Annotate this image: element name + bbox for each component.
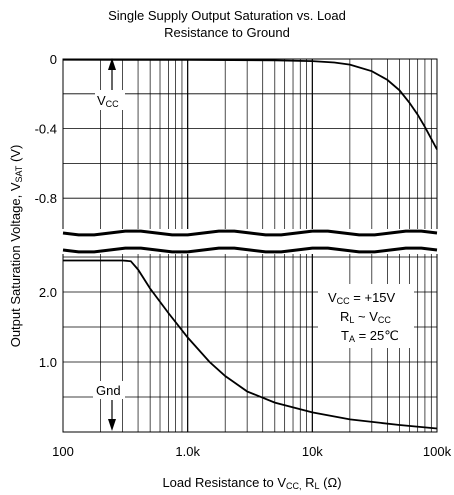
conditions-legend: VCC = +15V RL ~ VCC TA = 25℃ <box>318 284 414 348</box>
vcc-label-bg <box>95 90 125 110</box>
axis-break-line-upper <box>62 229 438 237</box>
y-tick-labels: 0 -0.4 -0.8 2.0 1.0 <box>35 52 57 370</box>
y-tick-label: 2.0 <box>39 285 57 300</box>
gnd-label-bg <box>93 381 125 399</box>
gnd-reference-annotation: Gnd <box>93 381 125 431</box>
plot-frame-upper <box>62 58 438 234</box>
grid <box>62 59 438 432</box>
x-tick-label: 100 <box>52 444 74 459</box>
y-tick-label: -0.8 <box>35 191 57 206</box>
vcc-arrow-head <box>108 58 116 70</box>
y-tick-label: 0 <box>50 52 57 67</box>
gnd-arrow-head <box>108 419 116 431</box>
y-axis-title: Output Saturation Voltage, VSAT (V) <box>8 145 24 348</box>
y-tick-label: 1.0 <box>39 355 57 370</box>
chart-subtitle: Resistance to Ground <box>164 25 290 40</box>
x-tick-label: 1.0k <box>175 444 200 459</box>
axis-break-band <box>61 229 439 254</box>
series-line-gnd <box>63 259 438 430</box>
x-tick-label: 100k <box>423 444 452 459</box>
legend-rl-line: RL ~ VCC <box>340 309 391 325</box>
legend-vcc-line: VCC = +15V <box>328 290 396 306</box>
series-line-vcc <box>62 58 438 150</box>
conditions-legend-bg <box>318 284 414 348</box>
chart-title: Single Supply Output Saturation vs. Load <box>108 8 346 23</box>
gnd-label: Gnd <box>96 383 121 398</box>
x-tick-label: 10k <box>302 444 323 459</box>
series-lines <box>62 58 438 430</box>
y-tick-label: -0.4 <box>35 122 57 137</box>
x-tick-labels: 100 1.0k 10k 100k <box>52 444 451 459</box>
axis-break-line-lower <box>62 246 438 254</box>
legend-ta-line: TA = 25℃ <box>341 328 399 344</box>
vcc-reference-annotation: VCC <box>95 58 125 110</box>
vcc-label: VCC <box>97 93 119 109</box>
x-axis-title: Load Resistance to VCC, RL (Ω) <box>162 475 341 491</box>
